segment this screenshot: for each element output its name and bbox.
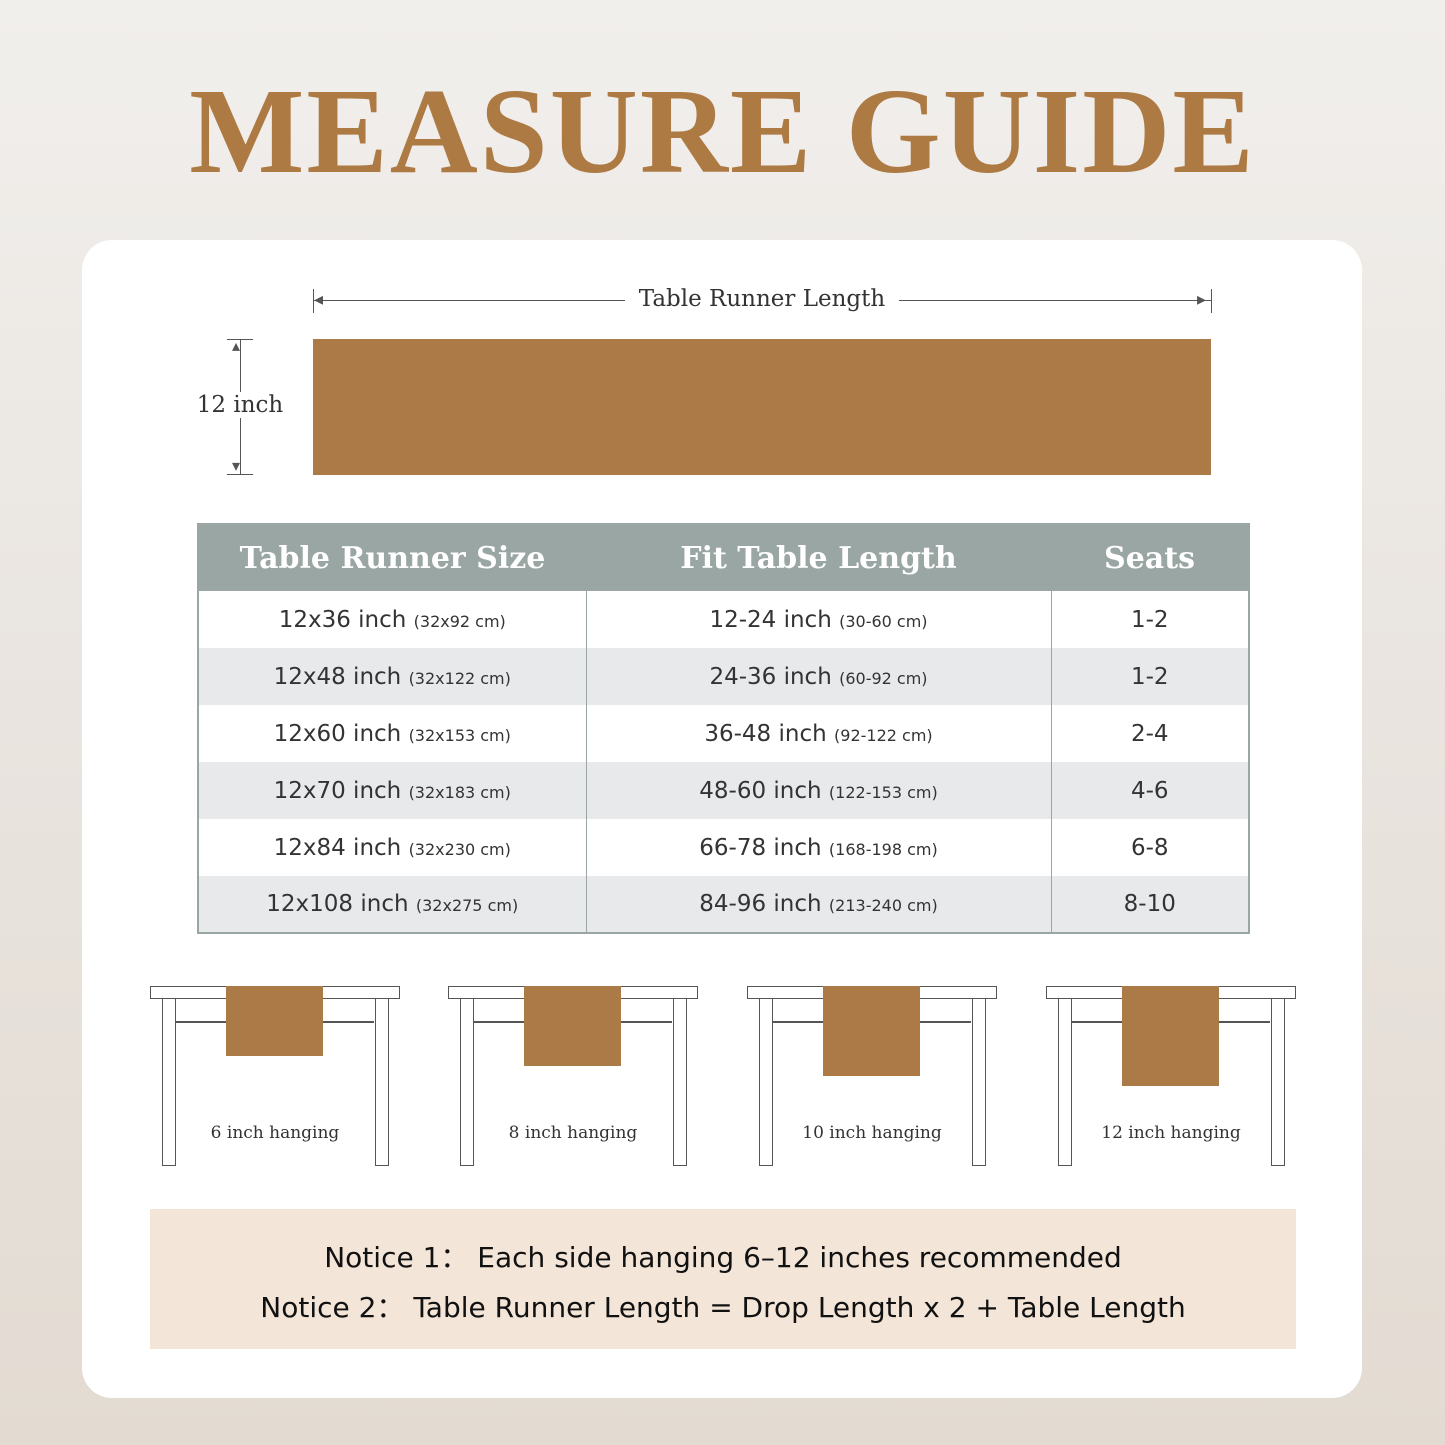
fit-cell: 66-78 inch (168-198 cm) [585, 819, 1051, 876]
runner-drape [1122, 986, 1219, 1086]
table-leg [162, 999, 176, 1166]
seats-cell: 4-6 [1050, 762, 1249, 819]
table-leg [759, 999, 773, 1166]
hanging-label: 6 inch hanging [210, 1123, 340, 1143]
seats-cell: 2-4 [1050, 705, 1249, 762]
runner-illustration [313, 339, 1211, 475]
runner-drape [226, 986, 323, 1056]
table-row: 12x70 inch (32x183 cm) 48-60 inch (122-15… [197, 762, 1249, 819]
size-table: Table Runner Size Fit Table Length Seats… [197, 523, 1250, 934]
arrow-up-icon: ▴ [232, 336, 241, 355]
table-leg [673, 999, 687, 1166]
table-row: 12x60 inch (32x153 cm) 36-48 inch (92-122… [197, 705, 1249, 762]
table-row: 12x84 inch (32x230 cm) 66-78 inch (168-19… [197, 819, 1249, 876]
length-arrow-left-cap [313, 289, 314, 313]
arrow-right-icon: ▸ [1197, 289, 1207, 310]
fit-cell: 84-96 inch (213-240 cm) [585, 876, 1051, 933]
table-leg [460, 999, 474, 1166]
hanging-table-illustration: 10 inch hanging [747, 986, 997, 1168]
page-title: MEASURE GUIDE [189, 64, 1256, 199]
size-cell: 12x60 inch (32x153 cm) [197, 705, 586, 762]
hanging-table-illustration: 8 inch hanging [448, 986, 698, 1168]
hanging-table-illustration: 12 inch hanging [1046, 986, 1296, 1168]
fit-cell: 48-60 inch (122-153 cm) [585, 762, 1051, 819]
runner-drape [823, 986, 920, 1076]
table-row: 12x36 inch (32x92 cm) 12-24 inch (30-60 c… [197, 591, 1249, 648]
table-row: 12x48 inch (32x122 cm) 24-36 inch (60-92 … [197, 648, 1249, 705]
size-cell: 12x108 inch (32x275 cm) [197, 876, 586, 933]
size-cell: 12x84 inch (32x230 cm) [197, 819, 586, 876]
fit-cell: 12-24 inch (30-60 cm) [585, 591, 1051, 648]
table-leg [1271, 999, 1285, 1166]
table-leg [375, 999, 389, 1166]
length-label: Table Runner Length [624, 286, 900, 312]
seats-cell: 8-10 [1050, 876, 1249, 933]
header-seats: Seats [1051, 524, 1249, 591]
hanging-label: 10 inch hanging [802, 1123, 942, 1143]
size-cell: 12x36 inch (32x92 cm) [197, 591, 586, 648]
width-arrow-top-cap [227, 339, 253, 340]
length-arrow-right-cap [1211, 289, 1212, 313]
arrow-down-icon: ▾ [232, 456, 241, 475]
hanging-label: 8 inch hanging [508, 1123, 638, 1143]
notice-box: Notice 1： Each side hanging 6–12 inches … [150, 1209, 1296, 1349]
notice-1: Notice 1： Each side hanging 6–12 inches … [324, 1241, 1122, 1274]
hanging-label: 12 inch hanging [1101, 1123, 1241, 1143]
seats-cell: 1-2 [1050, 591, 1249, 648]
seats-cell: 1-2 [1050, 648, 1249, 705]
runner-drape [524, 986, 621, 1066]
fit-cell: 24-36 inch (60-92 cm) [585, 648, 1051, 705]
hanging-table-illustration: 6 inch hanging [150, 986, 400, 1168]
header-size: Table Runner Size [198, 524, 586, 591]
table-leg [972, 999, 986, 1166]
size-cell: 12x70 inch (32x183 cm) [197, 762, 586, 819]
seats-cell: 6-8 [1050, 819, 1249, 876]
size-cell: 12x48 inch (32x122 cm) [197, 648, 586, 705]
table-row: 12x108 inch (32x275 cm) 84-96 inch (213-2… [197, 876, 1249, 933]
fit-cell: 36-48 inch (92-122 cm) [585, 705, 1051, 762]
table-leg [1058, 999, 1072, 1166]
header-fit: Fit Table Length [586, 524, 1051, 591]
width-label: 12 inch [190, 392, 290, 418]
width-arrow-bottom-cap [227, 474, 253, 475]
notice-2: Notice 2： Table Runner Length = Drop Len… [260, 1291, 1186, 1324]
arrow-left-icon: ◂ [314, 289, 324, 310]
